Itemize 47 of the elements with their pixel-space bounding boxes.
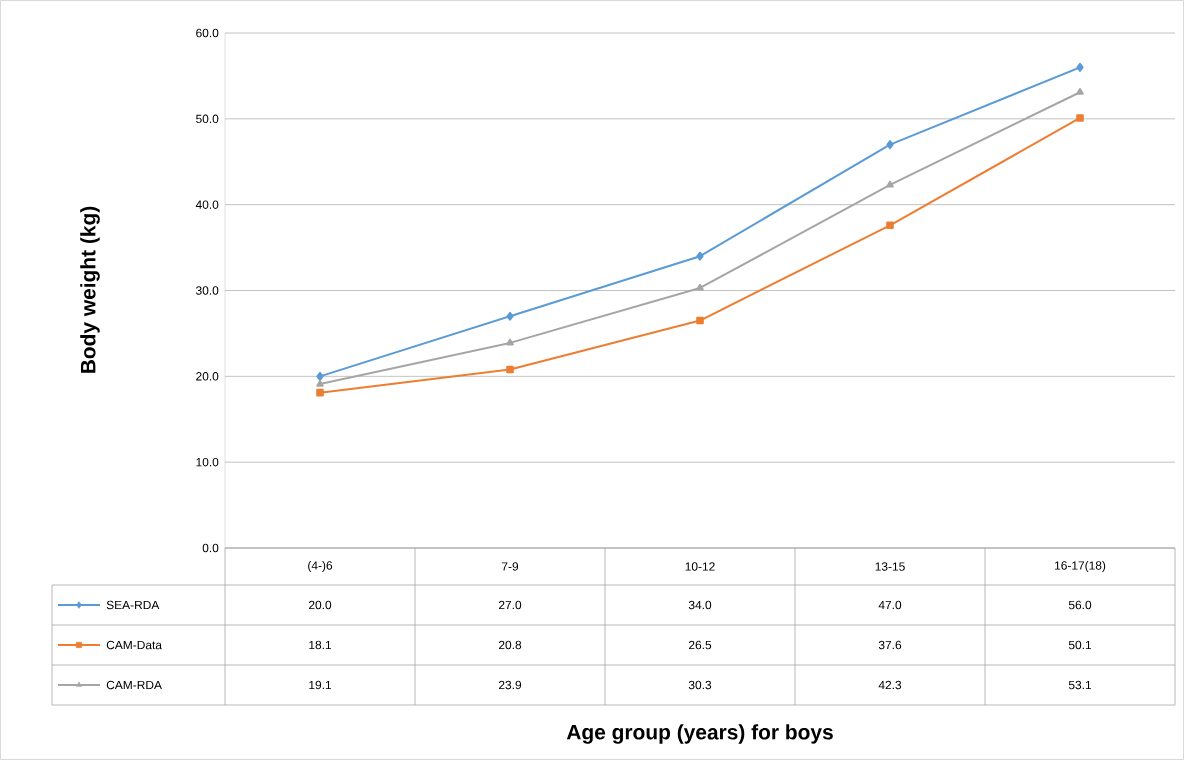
x-tick-label: 16-17(18) [1055, 560, 1106, 573]
point [506, 311, 514, 321]
point [696, 251, 704, 261]
text: Age group (years) for boys [566, 724, 833, 744]
point [696, 316, 704, 325]
data-label: 30.3 [688, 680, 712, 690]
data-label: 20.0 [308, 600, 332, 610]
legend-label: SEA-RDA [106, 600, 160, 610]
point [886, 140, 894, 150]
data-label: 37.6 [878, 640, 902, 650]
point [506, 338, 514, 346]
data-label: 34.0 [688, 600, 712, 610]
y-axis-title: Body weight (kg) [80, 206, 100, 373]
point [1076, 114, 1084, 122]
y-tick-label: 60.0 [196, 28, 219, 38]
x-tick-label: 10-12 [685, 562, 715, 571]
point [1076, 88, 1084, 95]
y-tick-label: 0.0 [202, 543, 219, 553]
point [316, 388, 324, 397]
data-label: 20.8 [498, 640, 522, 650]
point [316, 371, 324, 381]
point [506, 365, 514, 374]
y-tick-label: 50.0 [196, 114, 219, 124]
data-label: 56.0 [1068, 600, 1092, 610]
data-label: 19.1 [309, 680, 332, 690]
data-label: 27.0 [498, 600, 522, 610]
x-tick-label: 13-15 [875, 562, 905, 571]
legend-label: CAM-RDA [106, 680, 162, 690]
legend-label: CAM-Data [106, 640, 162, 650]
point [696, 283, 704, 291]
y-tick-label: 40.0 [195, 200, 219, 209]
data-label: 42.3 [878, 680, 902, 690]
point [886, 221, 894, 230]
y-tick-label: 20.0 [196, 372, 219, 381]
data-label: 50.1 [1068, 640, 1092, 650]
data-label: 23.9 [498, 680, 522, 690]
x-tick-label: 7-9 [501, 562, 519, 571]
point [886, 180, 894, 188]
data-label: 47.0 [878, 600, 902, 610]
y-tick-label: 10.0 [196, 457, 219, 467]
data-label: 26.5 [688, 640, 712, 650]
point [316, 379, 324, 387]
data-label: 18.1 [309, 640, 332, 650]
point [1076, 62, 1084, 72]
data-label: 53.1 [1068, 680, 1092, 690]
y-tick-label: 30.0 [196, 286, 219, 295]
x-tick-label: (4-)6 [308, 560, 333, 573]
